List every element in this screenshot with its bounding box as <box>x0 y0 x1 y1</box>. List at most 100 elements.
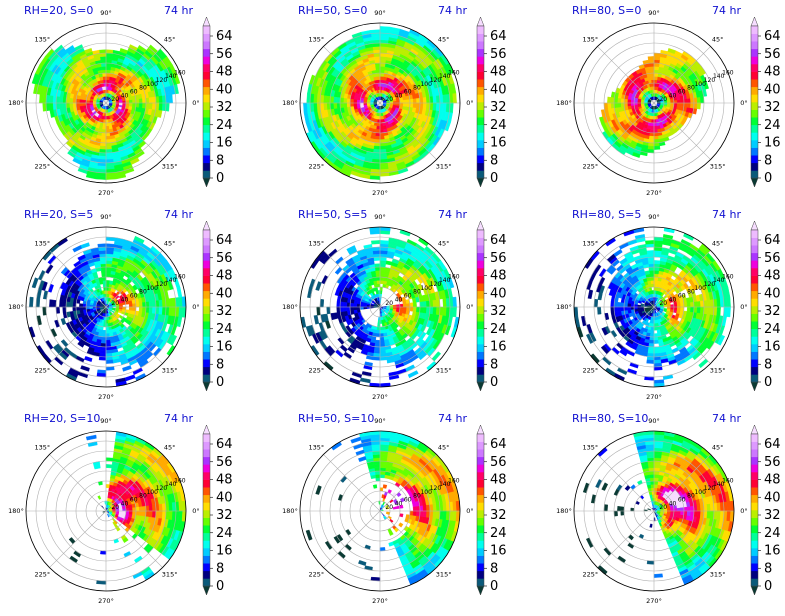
field-cell <box>654 66 659 70</box>
colorbar-tick-label: 24 <box>490 322 507 337</box>
colorbar-segment <box>203 117 210 125</box>
field-cell <box>69 103 73 108</box>
radius-tick-label: 160 <box>174 273 186 280</box>
colorbar-segment <box>203 245 210 253</box>
field-cell <box>350 99 354 103</box>
colorbar-tick-label: 24 <box>216 118 233 133</box>
field-cell <box>380 340 385 344</box>
field-cell <box>59 301 63 307</box>
radius-tick-label: 40 <box>395 92 403 99</box>
angle-tick-label: 0° <box>192 99 199 107</box>
field-cell <box>380 83 383 86</box>
field-cell <box>89 305 92 307</box>
field-cell <box>651 330 654 334</box>
field-cell <box>651 324 654 327</box>
field-cell <box>132 103 136 107</box>
field-cell <box>680 307 684 311</box>
field-cell <box>316 281 322 290</box>
radius-tick-label: 160 <box>722 69 734 76</box>
field-cell <box>123 307 126 310</box>
field-cell <box>654 76 657 80</box>
panel-title: RH=50, S=0 <box>298 4 367 17</box>
field-cell <box>377 126 380 130</box>
colorbar-tick-label: 16 <box>216 136 233 151</box>
field-cell <box>607 103 611 109</box>
field-cell <box>102 73 106 77</box>
field-cell <box>378 116 380 119</box>
colorbar-tick-label: 24 <box>490 118 507 133</box>
colorbar-segment <box>477 94 484 102</box>
field-cell <box>393 307 396 309</box>
colorbar-tick-label: 32 <box>490 100 507 115</box>
colorbar-segment <box>203 72 210 80</box>
field-cell <box>73 245 82 252</box>
field-cell <box>106 56 112 60</box>
angle-tick-label: 180° <box>556 99 572 107</box>
field-cell <box>667 307 670 309</box>
polar-panel: 204060801001201401600°45°90°135°180°225°… <box>556 4 780 197</box>
colorbar-segment <box>477 344 484 352</box>
field-cell <box>370 176 380 180</box>
field-cell <box>406 303 410 307</box>
field-cell <box>376 333 380 337</box>
field-cell <box>423 307 427 313</box>
colorbar-tick-label: 32 <box>490 304 507 319</box>
angle-tick-label: 90° <box>374 9 386 17</box>
colorbar-segment <box>203 314 210 322</box>
colorbar-tick-label: 8 <box>490 357 498 372</box>
colorbar-segment <box>477 132 484 140</box>
field-cell <box>677 307 681 310</box>
field-cell <box>413 302 417 307</box>
colorbar-segment <box>751 94 758 102</box>
colorbar-segment <box>477 374 484 382</box>
colorbar-segment <box>477 34 484 42</box>
angle-tick-label: 180° <box>282 303 298 311</box>
colorbar-tick-label: 0 <box>490 375 498 390</box>
field-cell <box>380 136 385 140</box>
colorbar-tick-label: 48 <box>490 65 507 80</box>
colorbar-tick-label: 16 <box>490 340 507 355</box>
panel-time: 74 hr <box>438 208 467 221</box>
colorbar-segment <box>203 329 210 337</box>
field-cell <box>624 303 628 307</box>
radius-tick-label: 160 <box>174 69 186 76</box>
field-cell <box>654 86 656 89</box>
angle-tick-label: 135° <box>35 35 51 43</box>
colorbar-segment <box>203 336 210 344</box>
field-cell <box>106 73 110 77</box>
field-cell <box>380 26 390 30</box>
field-cell <box>376 73 380 77</box>
angle-tick-label: 315° <box>436 367 452 375</box>
field-cell <box>123 103 126 106</box>
colorbar-tick-label: 56 <box>216 47 233 62</box>
field-cell <box>106 340 111 344</box>
field-cell <box>652 116 654 119</box>
colorbar-segment <box>751 34 758 42</box>
radius-tick-label: 60 <box>404 89 412 96</box>
field-cell <box>100 56 106 60</box>
colorbar-segment <box>751 140 758 148</box>
field-cell <box>654 146 660 150</box>
field-cell <box>650 129 654 133</box>
colorbar-segment <box>751 110 758 118</box>
angle-tick-label: 0° <box>740 99 747 107</box>
angle-tick-label: 135° <box>309 239 325 247</box>
field-cell <box>634 100 637 103</box>
angle-tick-label: 225° <box>309 163 325 171</box>
field-cell <box>343 98 347 103</box>
colorbar-segment <box>203 94 210 102</box>
radius-tick-label: 20 <box>385 300 393 307</box>
angle-tick-label: 135° <box>309 35 325 43</box>
field-cell <box>106 86 108 89</box>
field-cell <box>671 304 674 307</box>
field-cell <box>400 103 404 106</box>
field-cell <box>106 270 111 274</box>
panel-time: 74 hr <box>164 4 193 17</box>
angle-tick-label: 315° <box>436 163 452 171</box>
angle-tick-label: 315° <box>162 163 178 171</box>
field-cell <box>377 120 380 123</box>
field-cell <box>101 270 106 274</box>
colorbar-tick-label: 16 <box>216 340 233 355</box>
field-cell <box>309 279 315 289</box>
